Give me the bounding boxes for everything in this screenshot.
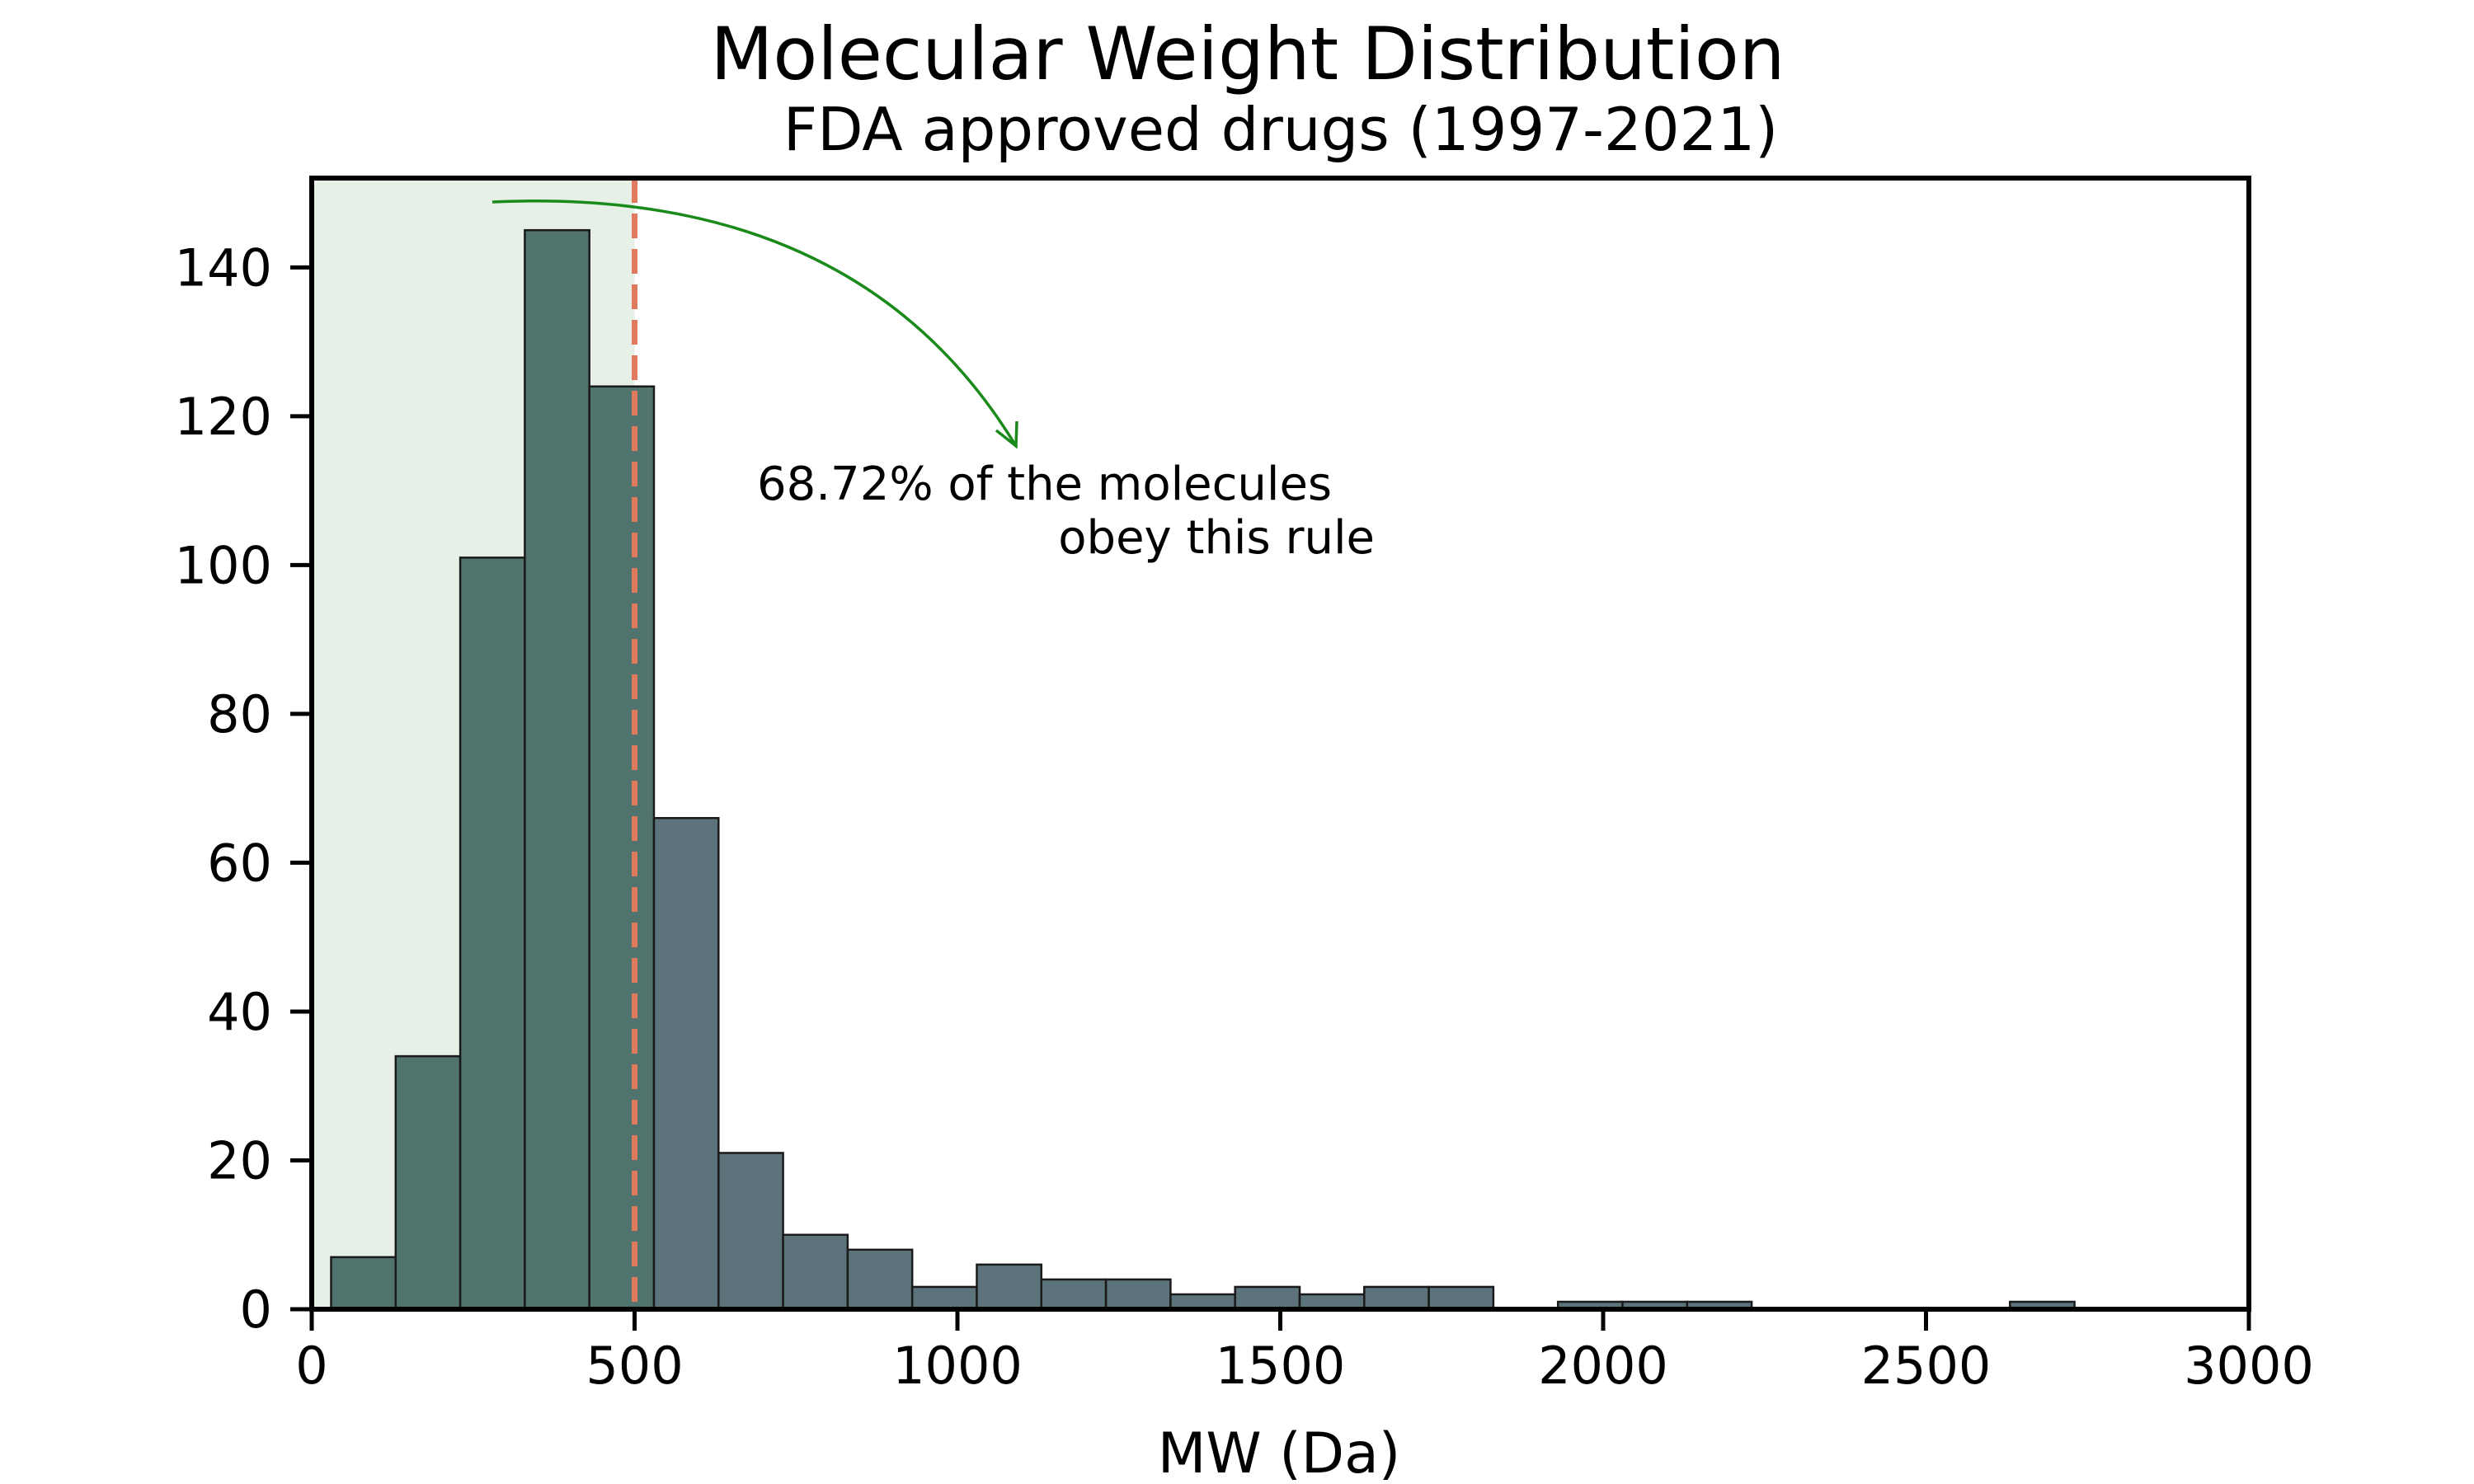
x-tick-label: 0	[295, 1336, 327, 1396]
x-tick-label: 3000	[2184, 1336, 2314, 1396]
histogram-bar-4	[588, 385, 656, 1311]
histogram-bar-11	[1040, 1278, 1108, 1311]
histogram-bar-0	[330, 1256, 397, 1311]
histogram-bar-2	[459, 556, 526, 1311]
y-tick-label: 120	[175, 387, 272, 447]
histogram-bar-6	[717, 1152, 784, 1311]
annotation-line-1: 68.72% of the molecules	[757, 458, 1332, 511]
x-tick-label: 500	[586, 1336, 683, 1396]
y-tick-label: 80	[207, 684, 272, 744]
histogram-bar-7	[782, 1233, 849, 1311]
histogram-bar-5	[652, 817, 720, 1311]
plot-area: 0 500 1000 1500 2000 2500 3000 0 20 40 60 80 100 120 1…	[175, 176, 2314, 1396]
histogram-bar-12	[1104, 1278, 1172, 1311]
histogram-bar-3	[524, 228, 590, 1311]
histogram-bar-1	[394, 1054, 462, 1311]
chart-title: Molecular Weight Distribution	[711, 12, 1785, 96]
x-axis-label: MW (Da)	[1158, 1421, 1401, 1484]
annotation-arrowhead	[995, 420, 1018, 449]
y-tick-label: 20	[207, 1130, 272, 1190]
y-tick-label: 40	[207, 982, 272, 1042]
histogram-bar-9	[910, 1285, 978, 1311]
y-tick-label: 100	[175, 535, 272, 595]
histogram-bar-14	[1234, 1285, 1301, 1311]
x-tick-label: 2000	[1538, 1336, 1668, 1396]
annotation-arrow	[492, 200, 1018, 447]
chart-subtitle: FDA approved drugs (1997-2021)	[783, 95, 1779, 164]
histogram-bar-16	[1363, 1285, 1430, 1311]
y-tick-label: 0	[240, 1280, 272, 1340]
x-tick-label: 1000	[892, 1336, 1023, 1396]
histogram-bar-10	[976, 1263, 1043, 1311]
histogram-bar-17	[1427, 1285, 1495, 1311]
x-tick-label: 2500	[1861, 1336, 1992, 1396]
annotation-line-2: obey this rule	[1058, 511, 1375, 565]
x-tick-label: 1500	[1216, 1336, 1346, 1396]
y-tick-label: 140	[175, 237, 272, 298]
y-tick-label: 60	[207, 833, 272, 893]
histogram-bar-8	[846, 1248, 914, 1311]
